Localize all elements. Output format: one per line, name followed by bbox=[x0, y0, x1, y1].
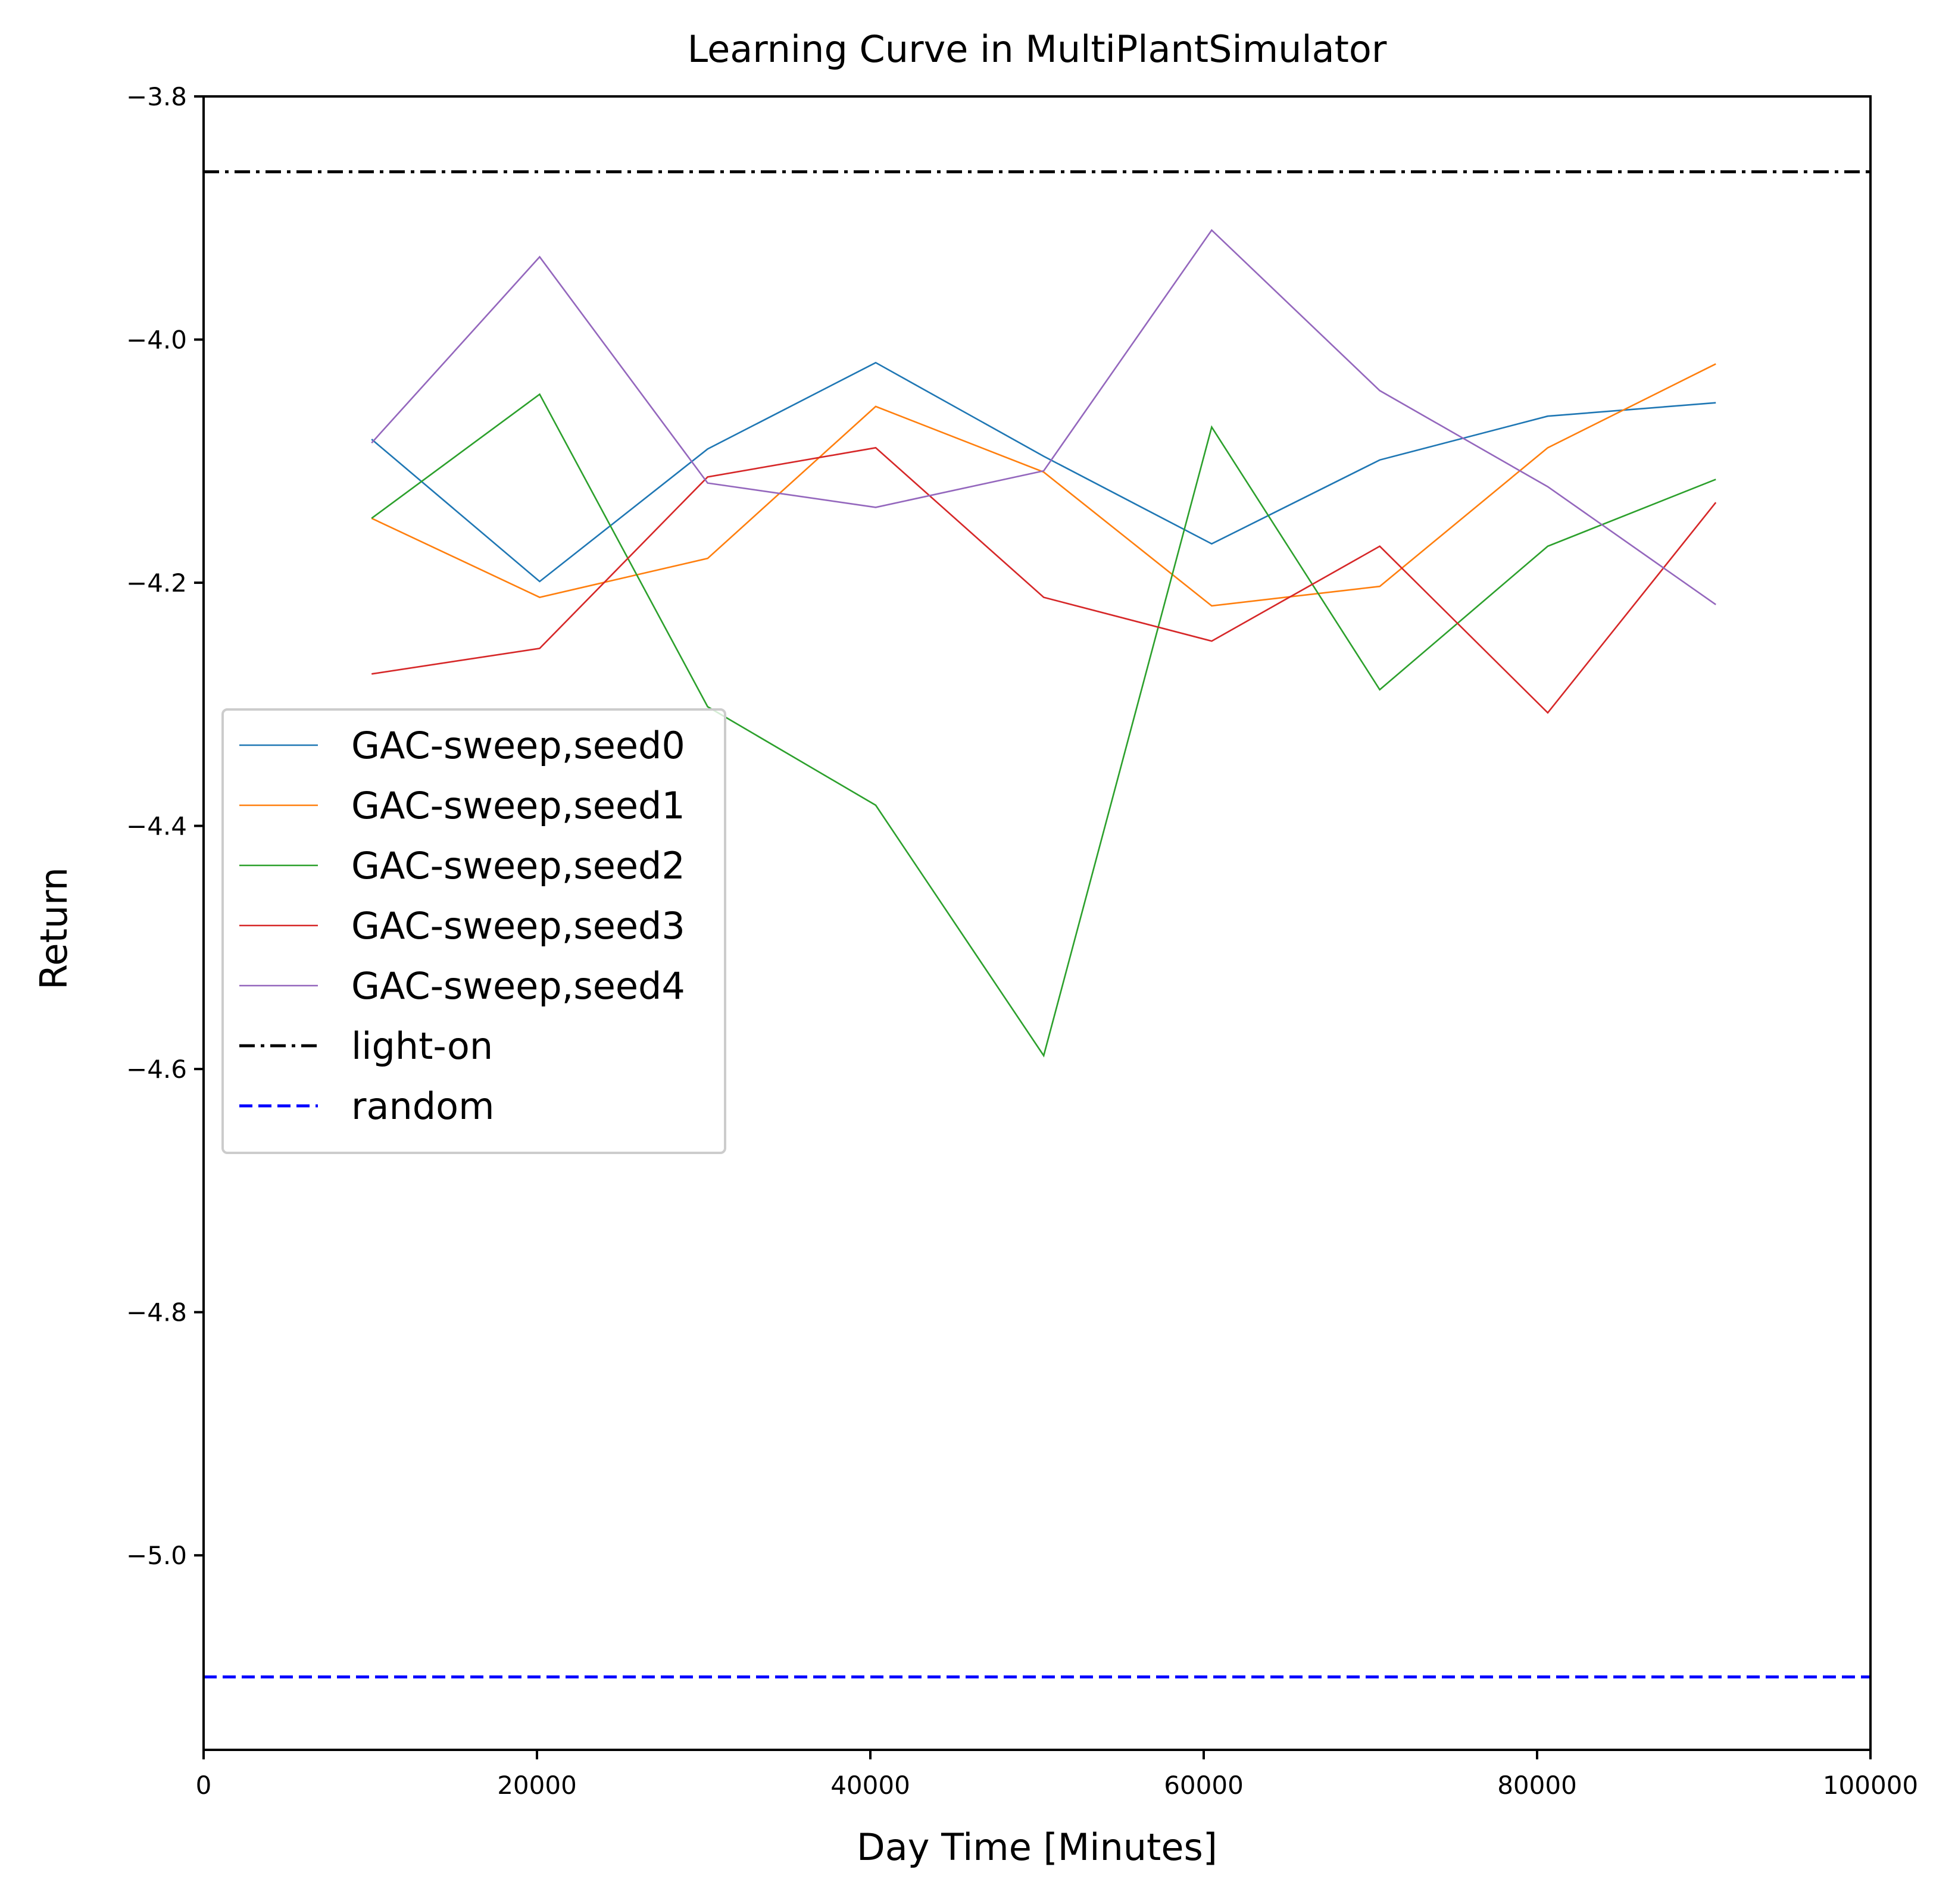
series-line-seed0 bbox=[371, 361, 1716, 583]
series-line-seed4 bbox=[371, 229, 1716, 605]
x-tick-label: 80000 bbox=[1497, 1771, 1577, 1800]
x-tick-label: 60000 bbox=[1164, 1771, 1244, 1800]
series-line-seed1 bbox=[371, 363, 1716, 607]
legend-label: GAC-sweep,seed0 bbox=[351, 724, 685, 767]
x-tick-label: 100000 bbox=[1823, 1771, 1918, 1800]
legend-label: random bbox=[351, 1084, 494, 1128]
y-tick-label: −4.0 bbox=[126, 326, 187, 355]
legend-label: GAC-sweep,seed1 bbox=[351, 784, 685, 827]
legend-box bbox=[221, 708, 726, 1154]
x-axis: 0 20000 40000 60000 80000 100000 bbox=[196, 1750, 1918, 1800]
y-tick-label: −4.4 bbox=[126, 812, 187, 841]
series-lines bbox=[371, 229, 1717, 1058]
legend-label: GAC-sweep,seed4 bbox=[351, 964, 685, 1008]
legend-label: GAC-sweep,seed2 bbox=[351, 844, 685, 887]
x-tick-label: 0 bbox=[196, 1771, 212, 1800]
x-axis-label: Day Time [Minutes] bbox=[857, 1825, 1217, 1869]
legend-label: light-on bbox=[351, 1024, 493, 1068]
series-line-seed3 bbox=[371, 446, 1717, 714]
y-axis-label: Return bbox=[32, 867, 76, 990]
chart-title: Learning Curve in MultiPlantSimulator bbox=[688, 27, 1387, 71]
series-line-seed2 bbox=[371, 393, 1716, 1058]
y-tick-label: −4.6 bbox=[126, 1055, 187, 1084]
reference-lines bbox=[204, 170, 1870, 1678]
y-tick-label: −3.8 bbox=[126, 82, 187, 111]
y-tick-label: −5.0 bbox=[126, 1541, 187, 1570]
y-axis: −3.8 −4.0 −4.2 −4.4 −4.6 −4.8 −5.0 bbox=[126, 82, 204, 1570]
x-tick-label: 20000 bbox=[497, 1771, 577, 1800]
x-tick-label: 40000 bbox=[830, 1771, 910, 1800]
y-tick-label: −4.8 bbox=[126, 1298, 187, 1327]
legend-label: GAC-sweep,seed3 bbox=[351, 904, 685, 948]
legend: GAC-sweep,seed0 GAC-sweep,seed1 GAC-sweep,… bbox=[221, 708, 726, 1154]
plot-area bbox=[204, 170, 1870, 1678]
axes-frame bbox=[202, 95, 1872, 1751]
y-tick-label: −4.2 bbox=[126, 568, 187, 598]
